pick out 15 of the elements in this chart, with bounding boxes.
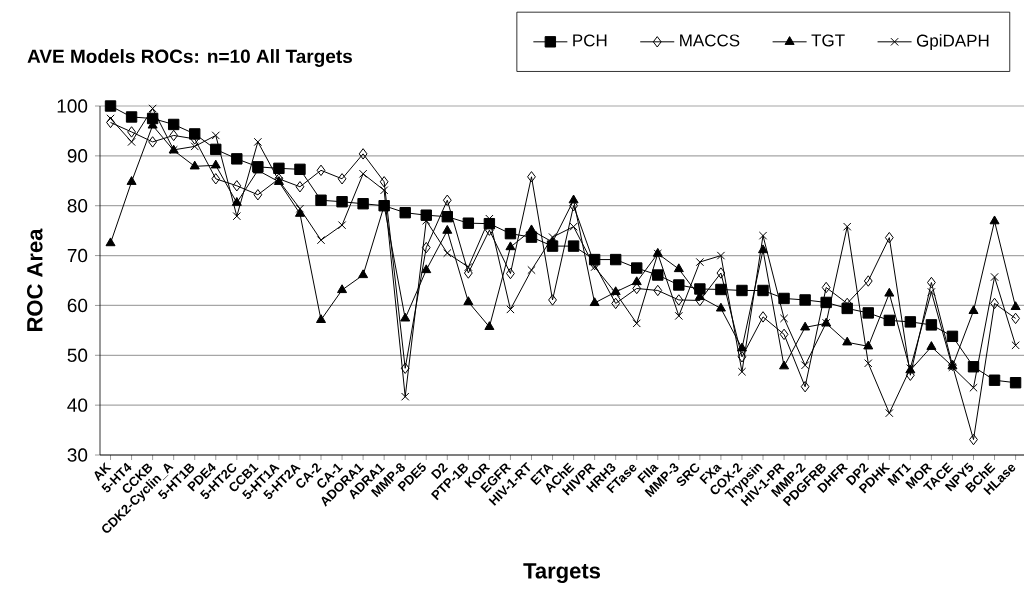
y-tick-label: 100 bbox=[57, 99, 88, 113]
legend-label: GpiDAPH bbox=[916, 34, 989, 51]
legend-label: TGT bbox=[811, 34, 845, 47]
y-axis-title: ROC Area bbox=[26, 228, 43, 331]
y-tick-label: 90 bbox=[67, 149, 88, 163]
y-tick-label: 40 bbox=[67, 398, 88, 412]
legend-label: PCH bbox=[573, 34, 607, 47]
x-axis-title: Targets bbox=[523, 563, 601, 584]
y-tick-label: 30 bbox=[67, 448, 88, 462]
legend-label: MACCS bbox=[680, 34, 740, 47]
y-tick-label: 60 bbox=[67, 298, 88, 313]
y-tick-label: 50 bbox=[67, 348, 88, 363]
chart-title: AVE Models ROCs: n=10 All Targets bbox=[27, 49, 352, 67]
y-tick-label: 80 bbox=[67, 198, 88, 213]
y-tick-label: 70 bbox=[67, 248, 88, 263]
